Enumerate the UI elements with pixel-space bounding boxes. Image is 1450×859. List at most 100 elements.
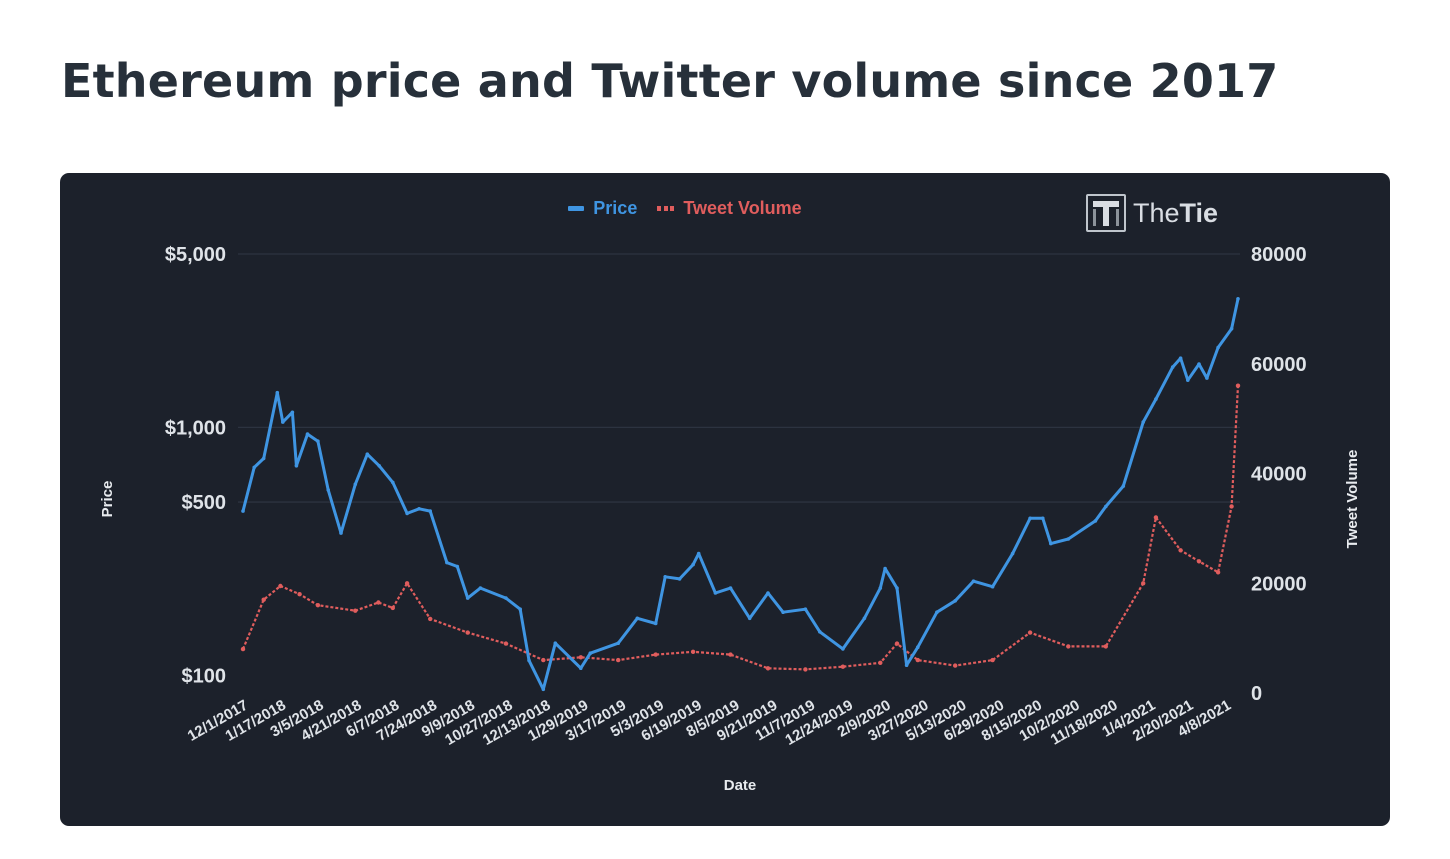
point-tweet-volume	[953, 663, 958, 668]
point-price	[1010, 551, 1015, 556]
point-tweet-volume	[297, 592, 302, 597]
point-price	[377, 464, 382, 468]
legend-item-tweet-volume[interactable]: Tweet Volume	[657, 198, 802, 219]
point-tweet-volume	[728, 652, 733, 657]
point-tweet-volume	[404, 581, 410, 586]
point-price	[663, 575, 667, 579]
point-price	[579, 666, 583, 670]
point-price	[353, 482, 358, 487]
point-price	[1041, 516, 1045, 521]
y-right-tick-label: 20000	[1251, 573, 1307, 595]
logo-text-the: The	[1133, 197, 1180, 228]
y-left-tick-label: $1,000	[165, 417, 226, 439]
thetie-logo: The Tie	[1086, 194, 1218, 232]
point-price	[1170, 365, 1175, 369]
point-tweet-volume	[1235, 383, 1241, 388]
legend-item-price[interactable]: Price	[568, 198, 637, 219]
point-price	[653, 621, 658, 626]
y-left-tick-label: $500	[182, 492, 227, 514]
point-price	[1104, 504, 1108, 509]
page-title: Ethereum price and Twitter volume since …	[61, 54, 1279, 108]
point-price	[504, 596, 508, 600]
point-tweet-volume	[1066, 644, 1071, 649]
point-tweet-volume	[1196, 559, 1202, 564]
point-price	[1049, 541, 1053, 546]
point-price	[391, 480, 395, 485]
point-price	[1197, 362, 1201, 366]
y-left-tick-label: $100	[182, 665, 227, 687]
point-tweet-volume	[803, 667, 808, 672]
point-tweet-volume	[376, 600, 381, 605]
y-right-tick-label: 0	[1251, 683, 1262, 705]
point-tweet-volume	[1103, 644, 1109, 649]
point-price	[326, 488, 331, 492]
point-tweet-volume	[616, 657, 621, 663]
point-price	[691, 562, 695, 567]
point-price	[1205, 376, 1209, 380]
point-price	[365, 452, 370, 457]
point-price	[588, 651, 593, 655]
x-axis-title: Date	[724, 777, 757, 794]
point-tweet-volume	[765, 666, 771, 671]
point-price	[478, 586, 483, 590]
point-tweet-volume	[353, 608, 358, 613]
point-price	[1229, 326, 1234, 331]
point-price	[803, 607, 808, 611]
point-price	[281, 420, 285, 424]
point-price	[305, 432, 310, 436]
point-price	[428, 509, 433, 513]
point-price	[252, 465, 256, 470]
point-tweet-volume	[278, 583, 283, 589]
point-price	[290, 410, 295, 415]
point-price	[527, 658, 531, 663]
point-price	[895, 586, 899, 590]
point-price	[883, 566, 887, 571]
y-left-tick-label: $5,000	[165, 244, 226, 266]
point-tweet-volume	[915, 657, 920, 663]
point-tweet-volume	[315, 603, 321, 608]
point-tweet-volume	[1215, 570, 1221, 575]
point-price	[616, 641, 620, 645]
point-tweet-volume	[390, 605, 395, 611]
series-line-price	[241, 298, 1240, 691]
point-price	[417, 507, 421, 511]
thetie-logo-icon	[1086, 194, 1126, 232]
point-tweet-volume	[1153, 515, 1159, 520]
point-tweet-volume	[1141, 581, 1146, 586]
point-price	[766, 591, 770, 595]
point-price	[465, 596, 470, 600]
y-left-axis-title: Price	[99, 481, 116, 518]
point-price	[990, 584, 995, 589]
legend-label-tweet-volume: Tweet Volume	[683, 198, 802, 218]
point-tweet-volume	[541, 657, 546, 663]
point-price	[1216, 345, 1220, 350]
point-tweet-volume	[894, 641, 900, 646]
point-price	[1066, 537, 1071, 541]
y-right-axis-title: Tweet Volume	[1344, 450, 1361, 549]
point-tweet-volume	[428, 616, 433, 622]
point-price	[728, 586, 733, 590]
point-price	[541, 687, 546, 692]
point-price	[935, 610, 939, 614]
y-right-tick-label: 80000	[1251, 244, 1307, 266]
legend-swatch-price	[568, 206, 585, 211]
point-tweet-volume	[1027, 630, 1033, 635]
point-price	[1186, 378, 1190, 382]
point-tweet-volume	[840, 664, 846, 669]
point-tweet-volume	[878, 660, 883, 665]
point-tweet-volume	[261, 597, 266, 602]
point-price	[261, 456, 266, 461]
point-tweet-volume	[240, 646, 246, 652]
point-price	[1154, 397, 1158, 401]
point-price	[713, 591, 718, 595]
point-price	[953, 599, 957, 603]
chart-card: $100 $500 $1,000 $5,000 0 20000 40000 60000 8000…	[60, 173, 1390, 826]
point-price	[818, 630, 822, 634]
point-tweet-volume	[1178, 548, 1183, 553]
point-tweet-volume	[690, 649, 696, 654]
point-price	[241, 509, 245, 513]
point-price	[971, 579, 976, 583]
point-price	[339, 531, 343, 535]
point-price	[1028, 516, 1032, 521]
point-price	[1093, 519, 1098, 523]
